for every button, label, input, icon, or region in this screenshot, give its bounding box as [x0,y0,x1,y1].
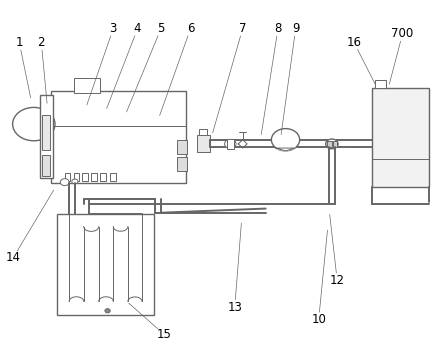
Text: 14: 14 [6,251,20,265]
Text: 3: 3 [109,22,117,35]
Text: 15: 15 [157,328,171,341]
Text: 6: 6 [187,22,194,35]
Text: 12: 12 [330,274,345,287]
Circle shape [12,107,55,141]
Bar [177,140,187,154]
Bar [110,173,116,181]
Circle shape [272,129,299,151]
Bar [199,129,207,135]
Text: 4: 4 [134,22,141,35]
Bar [51,91,186,183]
Circle shape [225,139,236,148]
Bar [65,173,70,181]
Text: 16: 16 [346,36,361,49]
Text: 5: 5 [157,22,165,35]
Bar [91,173,97,181]
Circle shape [72,179,78,184]
Text: 10: 10 [311,313,326,326]
Text: 8: 8 [274,22,282,35]
Bar [42,155,50,176]
Polygon shape [276,148,295,151]
Bar [372,88,429,187]
Bar [82,173,88,181]
Bar [74,173,79,181]
Text: 7: 7 [239,22,246,35]
Circle shape [326,139,338,149]
Bar [100,173,106,181]
Bar [74,78,100,93]
Text: 9: 9 [292,22,299,35]
Bar [327,141,332,147]
Bar [40,95,53,178]
Bar [197,135,210,152]
Bar [375,80,386,88]
Bar [177,157,187,171]
Bar [333,141,337,147]
Circle shape [60,179,69,186]
Text: 13: 13 [227,301,242,314]
Bar [42,116,50,150]
Bar [227,139,234,149]
Text: 700: 700 [392,27,414,40]
Bar [57,215,154,315]
Text: 1: 1 [16,36,23,49]
Circle shape [105,309,110,313]
Text: 2: 2 [38,36,45,49]
